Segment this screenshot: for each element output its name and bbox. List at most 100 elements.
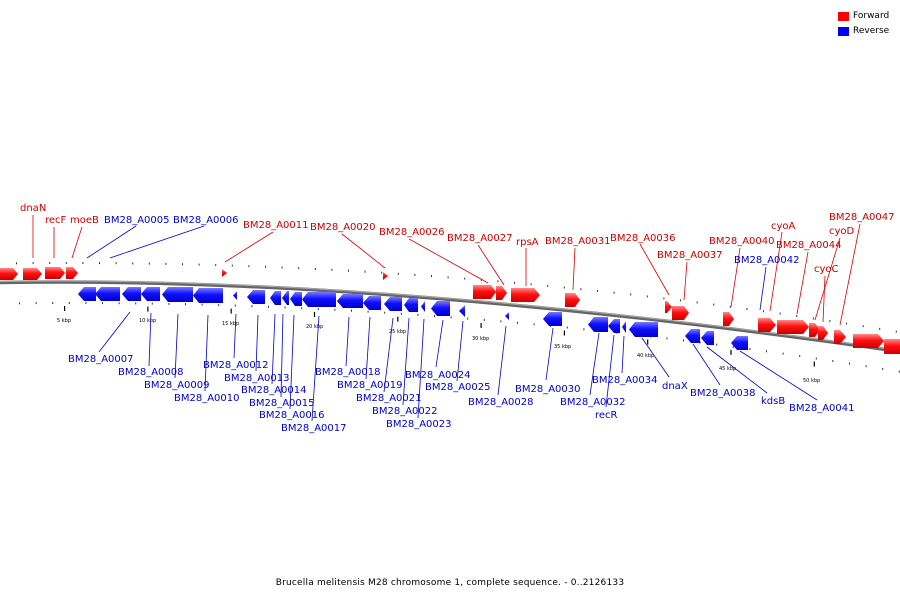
gene-reverse[interactable] [588,317,608,332]
gene-label[interactable]: BM28_A0026 [379,227,445,238]
gene-label[interactable]: BM28_A0007 [68,354,134,365]
gene-label[interactable]: BM28_A0014 [241,385,307,396]
gene-forward[interactable] [222,269,227,277]
gene-forward[interactable] [809,323,820,337]
gene-reverse[interactable] [404,298,418,312]
gene-label[interactable]: BM28_A0041 [789,403,855,414]
gene-forward[interactable] [777,320,809,334]
gene-forward[interactable] [473,285,496,299]
gene-label[interactable]: BM28_A0021 [356,393,422,404]
gene-reverse[interactable] [95,287,120,301]
gene-forward[interactable] [565,293,580,307]
gene-reverse[interactable] [193,288,223,303]
gene-label[interactable]: moeB [70,215,99,226]
gene-reverse[interactable] [122,287,141,301]
gene-forward[interactable] [66,267,78,279]
gene-reverse[interactable] [543,312,562,326]
gene-label[interactable]: BM28_A0013 [224,373,290,384]
gene-forward[interactable] [0,268,18,280]
gene-label[interactable]: BM28_A0031 [545,236,611,247]
gene-reverse[interactable] [505,312,509,320]
gene-label[interactable]: cyoA [771,221,796,232]
gene-label[interactable]: rpsA [516,237,539,248]
gene-reverse[interactable] [337,294,363,308]
gene-reverse[interactable] [384,297,402,311]
gene-forward[interactable] [884,339,900,354]
gene-label[interactable]: BM28_A0005 [104,215,170,226]
gene-forward[interactable] [23,268,42,280]
gene-label[interactable]: BM28_A0019 [337,380,403,391]
gene-label[interactable]: BM28_A0016 [259,410,325,421]
gene-label[interactable]: BM28_A0027 [447,233,513,244]
gene-label[interactable]: BM28_A0036 [610,233,676,244]
gene-reverse[interactable] [431,301,450,316]
gene-forward[interactable] [496,286,507,300]
gene-forward[interactable] [818,326,828,340]
gene-forward[interactable] [834,330,846,344]
gene-label[interactable]: BM28_A0023 [386,419,452,430]
gene-forward[interactable] [665,301,672,313]
gene-label[interactable]: recF [45,215,67,226]
gene-label[interactable]: BM28_A0018 [315,367,381,378]
gene-label[interactable]: BM28_A0008 [118,367,184,378]
gene-label[interactable]: BM28_A0028 [468,397,534,408]
gene-reverse[interactable] [685,329,700,343]
gene-forward[interactable] [383,272,388,280]
gene-label[interactable]: BM28_A0009 [144,380,210,391]
gene-label[interactable]: cyoC [814,264,839,275]
gene-label[interactable]: BM28_A0047 [829,212,895,223]
gene-label[interactable]: BM28_A0015 [249,398,315,409]
gene-forward[interactable] [45,267,65,279]
gene-label[interactable]: dnaX [662,381,688,392]
gene-reverse[interactable] [622,321,626,333]
ruler-label: 40 kbp [637,353,654,359]
gene-label[interactable]: BM28_A0024 [405,370,471,381]
tick-mark [400,312,402,315]
gene-forward[interactable] [723,312,734,326]
gene-label[interactable]: BM28_A0032 [560,397,626,408]
gene-label[interactable]: BM28_A0034 [592,375,658,386]
gene-reverse[interactable] [162,287,193,302]
gene-reverse[interactable] [608,319,620,333]
gene-reverse[interactable] [363,296,381,310]
gene-label[interactable]: BM28_A0030 [515,384,581,395]
gene-label[interactable]: BM28_A0038 [690,388,756,399]
gene-label[interactable]: dnaN [20,203,46,214]
gene-label[interactable]: recR [595,410,618,421]
gene-label[interactable]: BM28_A0006 [173,215,239,226]
gene-forward[interactable] [672,306,689,320]
gene-label[interactable]: BM28_A0020 [310,222,376,233]
gene-forward[interactable] [853,334,884,348]
gene-reverse[interactable] [731,336,748,350]
gene-label[interactable]: BM28_A0010 [174,393,240,404]
gene-label[interactable]: BM28_A0011 [243,220,309,231]
gene-reverse[interactable] [233,291,237,300]
gene-label[interactable]: BM28_A0044 [776,240,842,251]
gene-reverse[interactable] [701,331,714,345]
ruler-label: 5 kbp [57,318,71,324]
gene-reverse[interactable] [270,291,281,305]
gene-label[interactable]: BM28_A0017 [281,423,347,434]
gene-reverse[interactable] [247,290,265,304]
gene-label[interactable]: BM28_A0012 [203,360,269,371]
gene-reverse[interactable] [282,291,289,305]
gene-label[interactable]: BM28_A0037 [657,250,723,261]
tick-mark [450,316,452,319]
gene-label[interactable]: kdsB [761,396,785,407]
gene-forward[interactable] [758,318,776,332]
gene-reverse[interactable] [302,292,336,307]
tick-mark [115,262,117,265]
gene-reverse[interactable] [290,292,302,306]
gene-forward[interactable] [511,288,540,302]
gene-reverse[interactable] [141,287,160,301]
gene-label[interactable]: BM28_A0042 [734,255,800,266]
gene-label[interactable]: BM28_A0040 [709,236,775,247]
gene-reverse[interactable] [78,287,96,301]
gene-label[interactable]: BM28_A0022 [372,406,438,417]
tick-mark [563,286,565,289]
gene-label[interactable]: BM28_A0025 [425,382,491,393]
gene-reverse[interactable] [459,305,465,317]
gene-reverse[interactable] [629,322,658,337]
gene-label[interactable]: cyoD [829,226,855,237]
gene-reverse[interactable] [421,301,425,312]
